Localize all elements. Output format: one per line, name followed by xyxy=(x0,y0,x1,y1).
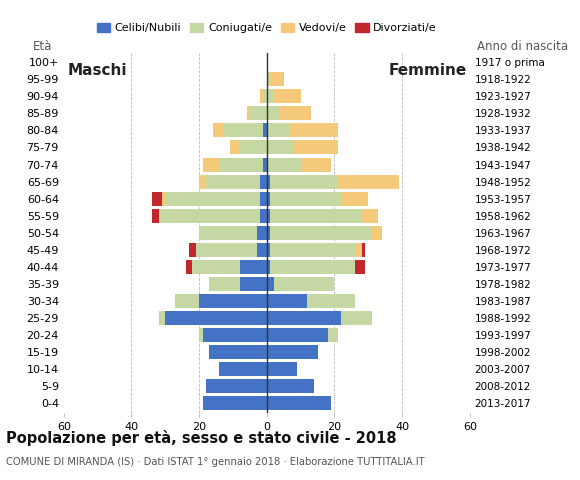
Bar xyxy=(199,175,206,189)
Bar xyxy=(291,123,338,137)
Bar xyxy=(240,277,267,291)
Bar xyxy=(355,260,365,274)
Text: COMUNE DI MIRANDA (IS) · Dati ISTAT 1° gennaio 2018 · Elaborazione TUTTITALIA.IT: COMUNE DI MIRANDA (IS) · Dati ISTAT 1° g… xyxy=(6,457,425,467)
Bar xyxy=(260,175,267,189)
Bar xyxy=(206,175,260,189)
Bar xyxy=(267,123,291,137)
Text: Maschi: Maschi xyxy=(67,63,126,78)
Bar xyxy=(267,277,274,291)
Bar xyxy=(270,260,355,274)
Text: Anno di nascita: Anno di nascita xyxy=(477,40,568,53)
Bar xyxy=(270,243,355,257)
Bar xyxy=(257,243,267,257)
Bar xyxy=(219,362,267,376)
Bar xyxy=(158,209,260,223)
Bar xyxy=(341,192,368,205)
Bar xyxy=(267,226,270,240)
Bar xyxy=(199,226,257,240)
Bar xyxy=(230,141,240,155)
Bar xyxy=(209,277,240,291)
Bar xyxy=(267,72,270,86)
Bar xyxy=(267,141,294,155)
Bar xyxy=(209,345,267,359)
Bar xyxy=(193,260,240,274)
Bar xyxy=(300,157,331,171)
Bar xyxy=(267,157,300,171)
Bar xyxy=(263,89,267,103)
Bar xyxy=(280,107,311,120)
Text: Femmine: Femmine xyxy=(388,63,466,78)
Bar xyxy=(341,311,372,325)
Bar xyxy=(240,141,267,155)
Bar xyxy=(152,209,158,223)
Bar xyxy=(338,175,399,189)
Bar xyxy=(270,226,372,240)
Bar xyxy=(267,379,314,393)
Bar xyxy=(260,192,267,205)
Text: Popolazione per età, sesso e stato civile - 2018: Popolazione per età, sesso e stato civil… xyxy=(6,430,396,445)
Bar xyxy=(274,89,300,103)
Bar xyxy=(240,260,267,274)
Bar xyxy=(206,379,267,393)
Bar xyxy=(270,209,361,223)
Bar xyxy=(263,157,267,171)
Bar xyxy=(361,209,379,223)
Bar xyxy=(162,192,165,205)
Bar xyxy=(267,260,270,274)
Bar xyxy=(175,294,199,308)
Bar xyxy=(270,175,338,189)
Bar xyxy=(158,311,165,325)
Bar xyxy=(267,396,331,410)
Bar xyxy=(165,192,260,205)
Bar xyxy=(263,123,267,137)
Bar xyxy=(267,192,270,205)
Bar xyxy=(270,192,341,205)
Bar xyxy=(267,209,270,223)
Bar xyxy=(260,89,263,103)
Bar xyxy=(267,311,341,325)
Bar xyxy=(267,89,274,103)
Bar xyxy=(199,328,202,342)
Legend: Celibi/Nubili, Coniugati/e, Vedovi/e, Divorziati/e: Celibi/Nubili, Coniugati/e, Vedovi/e, Di… xyxy=(92,19,441,38)
Bar xyxy=(372,226,382,240)
Bar xyxy=(202,157,219,171)
Bar xyxy=(257,226,267,240)
Bar xyxy=(202,396,267,410)
Bar xyxy=(328,328,338,342)
Bar xyxy=(165,311,267,325)
Bar xyxy=(267,294,307,308)
Bar xyxy=(202,328,267,342)
Bar xyxy=(246,107,250,120)
Bar xyxy=(267,243,270,257)
Bar xyxy=(219,157,263,171)
Bar xyxy=(196,243,257,257)
Text: Età: Età xyxy=(34,40,53,53)
Bar xyxy=(267,107,280,120)
Bar xyxy=(152,192,162,205)
Bar xyxy=(270,72,284,86)
Bar xyxy=(260,209,267,223)
Bar xyxy=(189,243,196,257)
Bar xyxy=(267,345,318,359)
Bar xyxy=(213,123,223,137)
Bar xyxy=(267,362,297,376)
Bar xyxy=(307,294,355,308)
Bar xyxy=(199,294,267,308)
Bar xyxy=(274,277,335,291)
Bar xyxy=(294,141,338,155)
Bar xyxy=(250,107,267,120)
Bar xyxy=(186,260,193,274)
Bar xyxy=(267,328,328,342)
Bar xyxy=(355,243,361,257)
Bar xyxy=(361,243,365,257)
Bar xyxy=(223,123,263,137)
Bar xyxy=(267,175,270,189)
